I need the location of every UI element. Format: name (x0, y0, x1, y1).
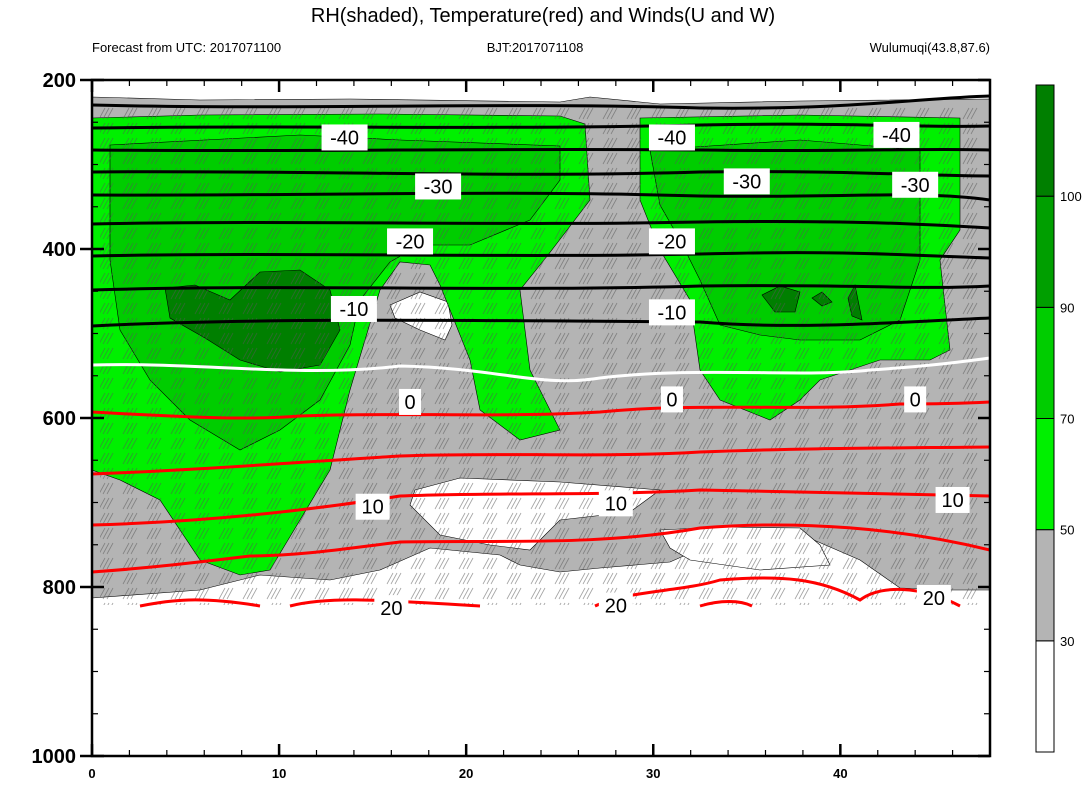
isotherm-label-box (648, 124, 695, 151)
isotherm-label-box (355, 493, 390, 520)
isotherm-label-box (916, 584, 951, 611)
isotherm-label: 10 (605, 493, 627, 515)
x-tick-label: 0 (88, 766, 95, 781)
colorbar-swatch (1035, 418, 1055, 531)
isotherm-label: -30 (901, 175, 930, 197)
isotherm-label-box (904, 386, 927, 413)
y-tick-label: 200 (43, 70, 76, 92)
isotherm-label-box (399, 388, 422, 415)
isotherm-line (92, 94, 990, 110)
isotherm-label: 10 (941, 490, 963, 512)
isotherm-line (139, 598, 261, 608)
colorbar-swatch (1035, 529, 1055, 642)
isotherm-label-box (648, 299, 695, 326)
isotherm-label-box (660, 386, 683, 413)
isotherm-label: -40 (330, 127, 359, 149)
station-label: Wulumuqi(43.8,87.6) (870, 40, 990, 55)
positive-isotherms (92, 400, 990, 608)
isotherm-line (92, 147, 990, 153)
colorbar-label: 90 (1060, 300, 1074, 315)
isotherm-label: -10 (339, 299, 368, 321)
isotherm-line (699, 600, 753, 608)
isotherm-label-box (598, 592, 633, 619)
isotherm-label: 10 (362, 497, 384, 519)
y-tick-label: 600 (43, 408, 76, 430)
isotherm-label: 0 (910, 389, 921, 411)
isotherm-label-box (387, 228, 434, 255)
isotherm-label: 0 (666, 389, 677, 411)
freezing-line (92, 356, 990, 383)
colorbar-swatch (1035, 306, 1055, 420)
below-ground-mask (92, 606, 990, 756)
isotherm-label: -10 (658, 302, 687, 324)
y-tick-label: 400 (43, 239, 76, 261)
isotherm-label-box (723, 168, 770, 195)
isotherm-label: -20 (658, 231, 687, 253)
isotherm-line (92, 284, 990, 292)
colorbar: 30 50 70 90 100 (1035, 84, 1082, 753)
x-tick-label: 20 (459, 766, 473, 781)
isotherm-line (289, 598, 481, 608)
isotherm-label-box (598, 490, 633, 517)
isotherm-label-box (330, 295, 377, 322)
isotherm-label: -20 (396, 231, 425, 253)
isotherm-line (92, 488, 990, 527)
isotherm-labels: -40 -40 -40 -30 -30 -30 -20 -20 -10 -10 0 0 0 10 10 10 2… (321, 121, 970, 622)
y-tick-label: 800 (43, 577, 76, 599)
colorbar-label: 30 (1060, 634, 1074, 649)
colorbar-swatch (1035, 640, 1055, 753)
isotherm-line (92, 523, 990, 574)
isotherm-label-box (873, 121, 920, 148)
isotherm-label: 20 (605, 596, 627, 618)
isotherm-line (92, 251, 990, 260)
y-tick-label: 1000 (32, 746, 77, 768)
colorbar-swatch (1035, 84, 1055, 197)
x-tick-label: 30 (646, 766, 660, 781)
isotherm-label: 0 (404, 392, 415, 414)
isotherm-label: -40 (658, 127, 687, 149)
x-tick-label: 40 (833, 766, 847, 781)
colorbar-swatch (1035, 195, 1055, 308)
isotherm-line (92, 445, 990, 476)
isotherm-label-box (892, 171, 939, 198)
isotherm-label-box (648, 228, 695, 255)
x-tick-label: 10 (272, 766, 286, 781)
isotherm-label-box (935, 486, 970, 513)
colorbar-label: 70 (1060, 412, 1074, 427)
wind-barbs (100, 105, 980, 605)
forecast-time-label: Forecast from UTC: 2017071100 (92, 40, 281, 55)
x-axis: 0 10 20 30 40 (88, 80, 991, 781)
isotherm-label: -30 (732, 171, 761, 193)
isotherm-line (92, 316, 990, 328)
isotherm-label: 20 (380, 598, 402, 620)
isotherm-line (92, 219, 990, 230)
beijing-time-label: BJT:2017071108 (487, 40, 584, 55)
chart-title: RH(shaded), Temperature(red) and Winds(U… (311, 5, 775, 27)
isotherm-label-box (321, 124, 368, 151)
isotherms (92, 94, 990, 608)
isotherm-label-box (415, 173, 462, 200)
colorbar-label: 50 (1060, 523, 1074, 538)
isotherm-label: 20 (923, 588, 945, 610)
isotherm-line (594, 576, 961, 608)
isotherm-line (92, 400, 990, 420)
isotherm-label: -30 (424, 176, 453, 198)
isotherm-label-box (374, 595, 409, 622)
colorbar-label: 100 (1060, 189, 1082, 204)
isotherm-label: -40 (882, 125, 911, 147)
